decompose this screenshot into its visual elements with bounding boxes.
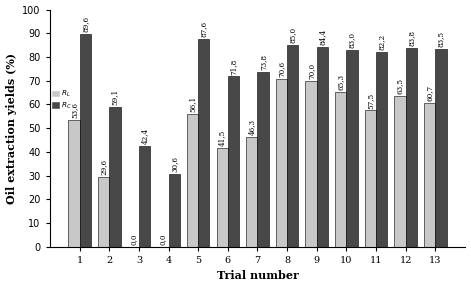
Text: 71,8: 71,8	[229, 58, 237, 75]
Bar	[306, 81, 317, 247]
Legend: $R_L$, $R_C$: $R_L$, $R_C$	[49, 86, 74, 114]
Bar	[287, 45, 298, 247]
Bar	[258, 72, 269, 247]
Text: 41,5: 41,5	[218, 130, 226, 146]
Bar	[424, 103, 435, 247]
Bar	[406, 48, 417, 247]
Bar	[335, 92, 346, 247]
Bar	[169, 174, 180, 247]
Text: 46,3: 46,3	[248, 119, 256, 135]
Bar	[317, 46, 328, 247]
Text: 70,6: 70,6	[277, 61, 285, 77]
Text: 63,5: 63,5	[396, 78, 404, 94]
Text: 57,5: 57,5	[366, 92, 374, 108]
Text: 0,0: 0,0	[159, 233, 167, 245]
Text: 53,6: 53,6	[70, 102, 78, 118]
Bar	[198, 39, 210, 247]
Bar	[68, 120, 80, 247]
Y-axis label: Oil extraction yields (%): Oil extraction yields (%)	[6, 53, 16, 204]
Bar	[376, 52, 387, 247]
Text: 0,0: 0,0	[130, 233, 138, 245]
Bar	[98, 177, 109, 247]
Bar	[228, 76, 239, 247]
Text: 29,6: 29,6	[100, 159, 108, 175]
Text: 84,4: 84,4	[318, 28, 326, 45]
Text: 70,0: 70,0	[307, 63, 315, 79]
Text: 85,0: 85,0	[289, 27, 297, 43]
Bar	[80, 34, 91, 247]
Text: 65,3: 65,3	[337, 74, 345, 90]
Text: 60,7: 60,7	[426, 85, 434, 101]
Bar	[394, 96, 406, 247]
Text: 89,6: 89,6	[81, 16, 89, 32]
Text: 73,8: 73,8	[259, 54, 267, 70]
Bar	[276, 79, 287, 247]
Bar	[346, 50, 357, 247]
Bar	[139, 146, 150, 247]
Text: 83,8: 83,8	[407, 30, 415, 46]
Text: 56,1: 56,1	[188, 96, 196, 112]
Bar	[435, 49, 447, 247]
Bar	[217, 148, 228, 247]
Text: 83,0: 83,0	[348, 32, 356, 48]
Text: 42,4: 42,4	[140, 128, 148, 144]
Text: 30,6: 30,6	[170, 156, 178, 172]
Text: 83,5: 83,5	[437, 31, 445, 47]
Bar	[246, 137, 258, 247]
Bar	[187, 114, 198, 247]
Bar	[365, 110, 376, 247]
Text: 87,6: 87,6	[200, 21, 208, 37]
Text: 59,1: 59,1	[111, 88, 119, 105]
Bar	[109, 106, 121, 247]
Text: 82,2: 82,2	[378, 34, 386, 50]
X-axis label: Trial number: Trial number	[217, 270, 299, 282]
